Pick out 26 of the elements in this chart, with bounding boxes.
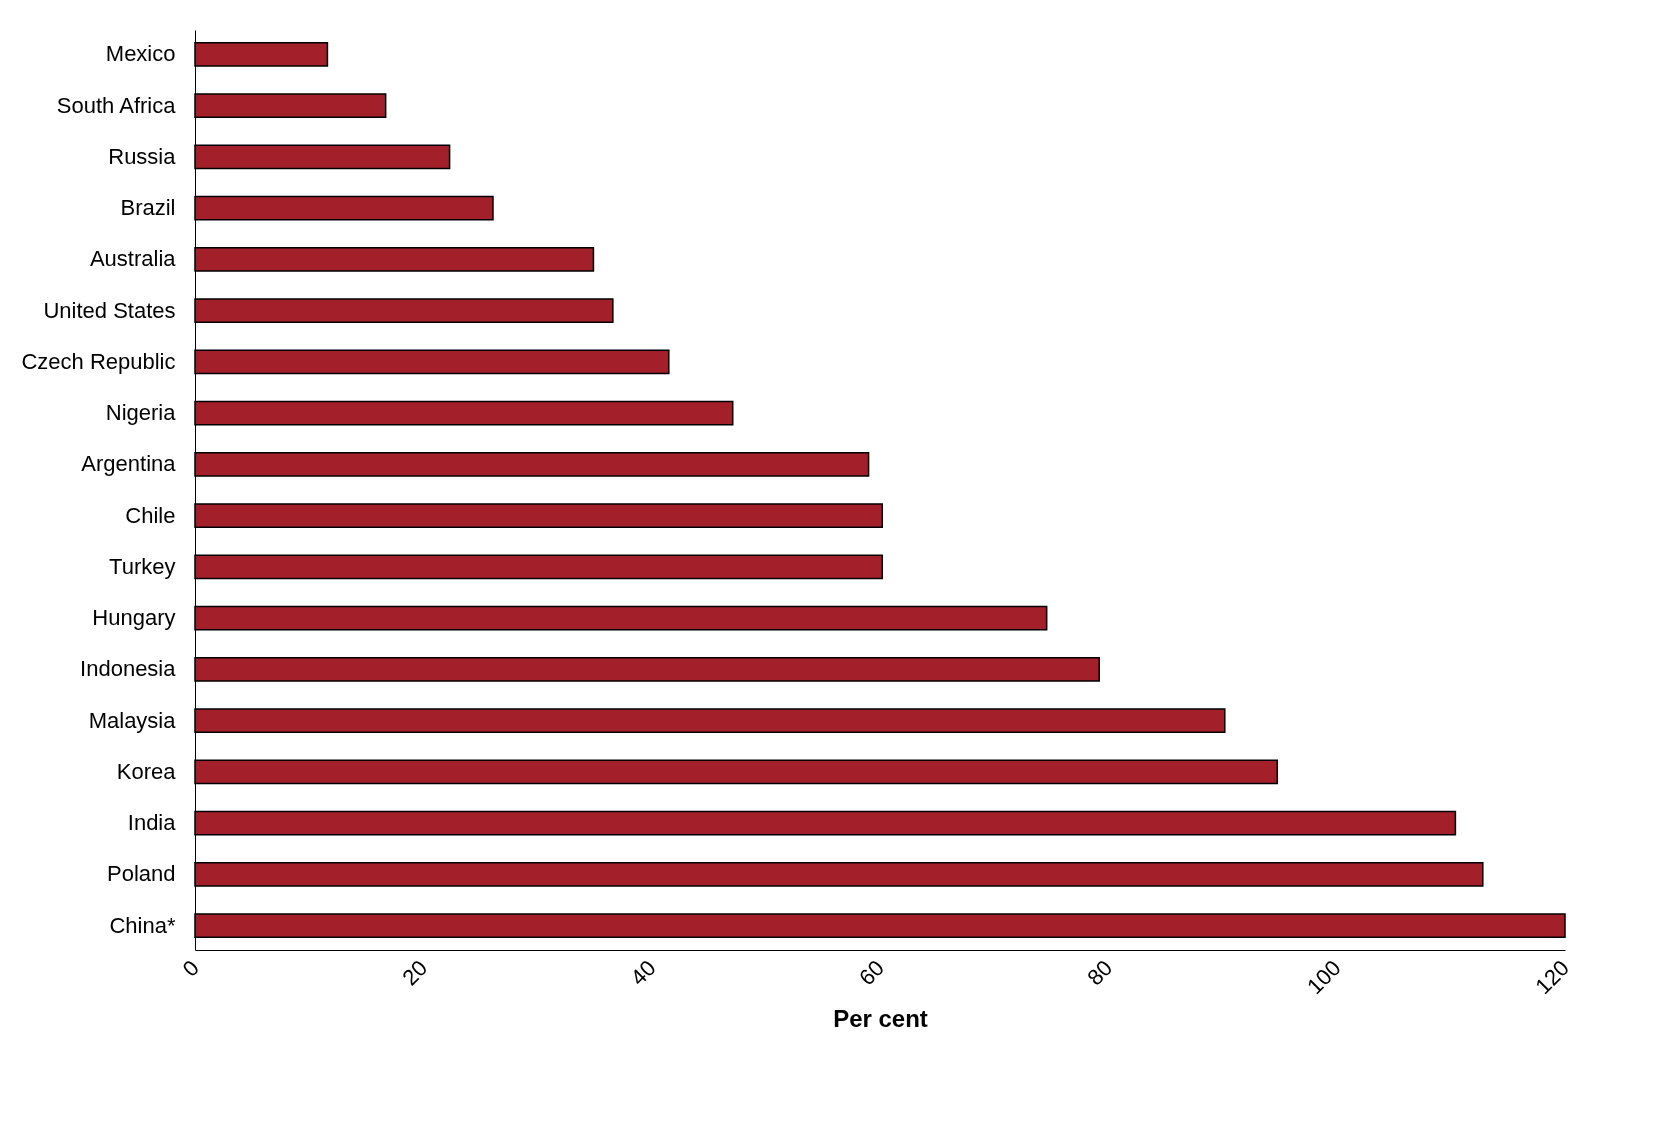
y-tick-label: Chile [125,502,176,528]
y-tick-label: Indonesia [80,656,177,682]
y-tick-label: Russia [108,143,177,169]
y-tick-label: India [127,810,177,836]
x-tick-label: 20 [397,955,433,991]
y-tick-label: Brazil [120,195,176,221]
x-tick-label: 0 [177,955,204,982]
y-tick-label: China* [109,912,176,938]
x-tick-label: 120 [1530,955,1574,999]
y-tick-label: United States [43,297,176,323]
y-tick-label: Korea [116,758,177,784]
y-tick-label: Australia [89,246,177,272]
y-tick-label: Poland [106,861,176,887]
y-tick-label: Hungary [92,605,176,631]
x-tick-label: 60 [853,955,889,991]
y-tick-label: Turkey [109,553,176,579]
x-axis-title: Per cent [833,1005,928,1033]
y-tick-label: Nigeria [105,400,177,426]
y-tick-label: South Africa [56,92,177,118]
x-tick-label: 40 [625,955,661,991]
y-tick-label: Mexico [105,41,176,67]
x-tick-label: 80 [1082,955,1118,991]
y-tick-label: Argentina [81,451,177,477]
x-tick-label: 100 [1302,955,1346,999]
y-tick-label: Malaysia [88,707,177,733]
y-tick-label: Czech Republic [21,348,176,374]
